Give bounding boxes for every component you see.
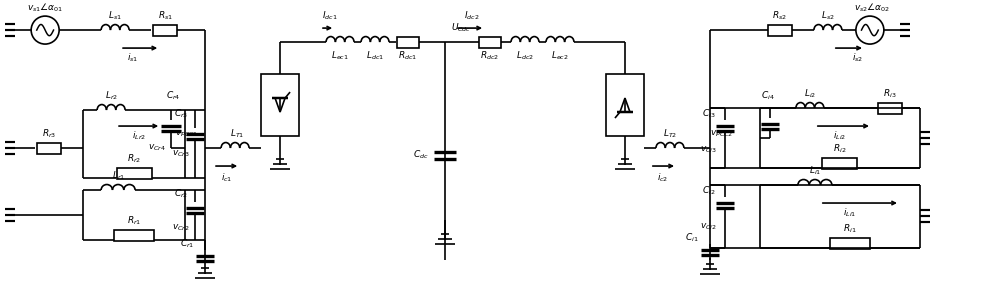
Text: $i_{s2}$: $i_{s2}$ [852,52,863,64]
Text: $v_{s1}\angle\alpha_{01}$: $v_{s1}\angle\alpha_{01}$ [27,2,63,14]
Text: $C_{i2}$: $C_{i2}$ [702,185,716,197]
Text: $R_{i1}$: $R_{i1}$ [843,223,857,235]
Text: $v_{PCC1}$: $v_{PCC1}$ [175,129,199,139]
Text: $v_{s2}\angle\alpha_{02}$: $v_{s2}\angle\alpha_{02}$ [854,2,890,14]
Text: $L_{r2}$: $L_{r2}$ [105,90,118,102]
Text: $i_{c2}$: $i_{c2}$ [657,172,669,184]
Text: $L_{i1}$: $L_{i1}$ [809,165,821,177]
Text: $I_{dc2}$: $I_{dc2}$ [464,10,480,22]
Text: $L_{dc2}$: $L_{dc2}$ [516,50,534,62]
Text: $C_{i3}$: $C_{i3}$ [702,108,716,120]
Text: $I_{dc1}$: $I_{dc1}$ [322,10,338,22]
Text: $U_{Cdc}$: $U_{Cdc}$ [451,22,471,34]
Text: $i_{Lr2}$: $i_{Lr2}$ [132,130,146,142]
Text: $v_{Cr4}$: $v_{Cr4}$ [148,143,166,153]
Text: $i_{c1}$: $i_{c1}$ [221,172,233,184]
Text: $L_{s1}$: $L_{s1}$ [108,10,122,22]
Text: $L_{dc1}$: $L_{dc1}$ [366,50,384,62]
Text: $i_{Li2}$: $i_{Li2}$ [833,130,846,142]
Text: $C_{i4}$: $C_{i4}$ [761,90,775,102]
Text: $v_{Cr2}$: $v_{Cr2}$ [172,223,190,233]
Bar [114,229,154,240]
Bar [878,103,902,114]
Text: $L_{i2}$: $L_{i2}$ [804,88,816,100]
Bar [822,158,857,168]
Text: $v_{Ci2}$: $v_{Ci2}$ [700,222,717,232]
Bar [117,168,152,179]
Bar [261,74,299,136]
Text: $v_{Ci3}$: $v_{Ci3}$ [700,145,717,155]
Text: $i_{Li1}$: $i_{Li1}$ [843,207,857,219]
Text: $i_{s1}$: $i_{s1}$ [127,52,139,64]
Text: $R_{dc1}$: $R_{dc1}$ [398,50,418,62]
Text: $C_{dc}$: $C_{dc}$ [413,149,429,161]
Text: $L_{s2}$: $L_{s2}$ [821,10,835,22]
Text: $R_{r3}$: $R_{r3}$ [42,128,56,140]
Bar [606,74,644,136]
Text: $C_{r2}$: $C_{r2}$ [174,188,188,200]
Bar [768,25,792,36]
Text: $L_{T1}$: $L_{T1}$ [230,128,244,140]
Bar [479,37,501,48]
Text: $C_{r3}$: $C_{r3}$ [174,108,188,120]
Text: $v_{Cr3}$: $v_{Cr3}$ [172,149,190,159]
Text: $R_{s2}$: $R_{s2}$ [772,10,787,22]
Bar [830,238,870,249]
Text: $R_{i3}$: $R_{i3}$ [883,88,897,100]
Text: $R_{dc2}$: $R_{dc2}$ [480,50,500,62]
Bar [397,37,419,48]
Text: $C_{i1}$: $C_{i1}$ [685,232,699,244]
Text: $C_{r1}$: $C_{r1}$ [180,238,194,250]
Text: $L_{T2}$: $L_{T2}$ [663,128,677,140]
Text: $L_{ec2}$: $L_{ec2}$ [551,50,569,62]
Text: $C_{r4}$: $C_{r4}$ [166,90,180,102]
Text: $v_{PCC2}$: $v_{PCC2}$ [710,129,734,139]
Bar [153,25,177,36]
Text: $R_{i2}$: $R_{i2}$ [833,143,847,155]
Text: $L_{r1}$: $L_{r1}$ [112,170,125,182]
Text: $R_{r1}$: $R_{r1}$ [127,215,141,227]
Text: $L_{ec1}$: $L_{ec1}$ [331,50,349,62]
Text: $R_{s1}$: $R_{s1}$ [158,10,173,22]
Bar [37,142,61,153]
Text: $R_{r2}$: $R_{r2}$ [127,153,141,165]
